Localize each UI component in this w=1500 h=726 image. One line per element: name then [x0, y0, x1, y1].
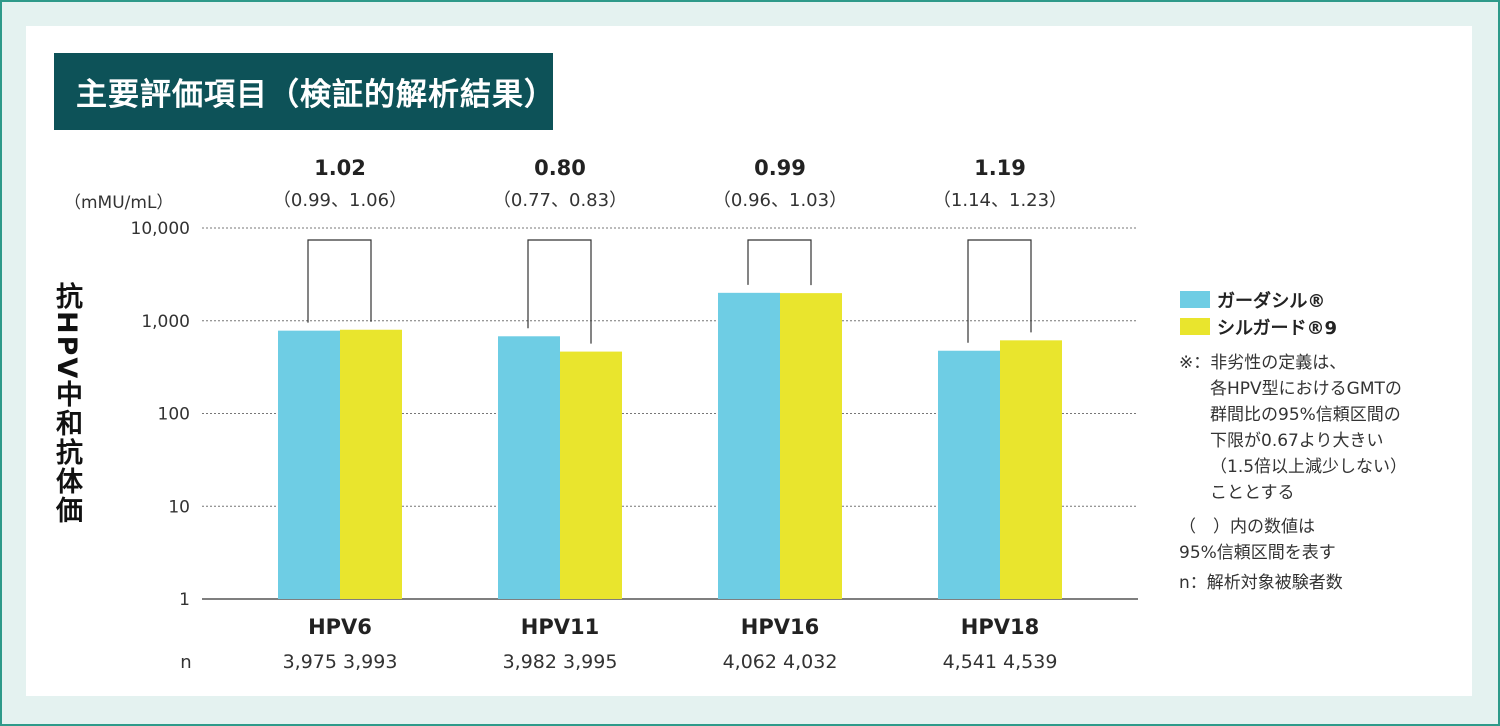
- footnotes: ※：非劣性の定義は、 各HPV型におけるGMTの 群間比の95%信頼区間の 下限…: [1179, 350, 1407, 596]
- note-ci-line: （ ）内の数値は: [1179, 517, 1315, 537]
- bar-gardasil-hpv18: [938, 350, 1000, 599]
- comparison-bracket: [967, 239, 1032, 343]
- ci-label: （0.99、1.06）: [273, 190, 407, 211]
- legend-item-gardasil: ガーダシル®: [1180, 286, 1337, 313]
- note-ci-line: 95%信頼区間を表す: [1179, 543, 1336, 563]
- y-axis-unit: （mMU/mL）: [64, 193, 174, 213]
- legend-swatch-gardasil: [1180, 291, 1210, 308]
- comparison-bracket: [747, 239, 812, 286]
- n-value-label: 3,975 3,993: [283, 651, 398, 673]
- note-definition-line: 群間比の95%信頼区間の: [1210, 405, 1401, 425]
- note-definition-line: （1.5倍以上減少しない）: [1210, 457, 1408, 477]
- bar-silgard9-hpv11: [560, 351, 622, 599]
- ci-label: （0.77、0.83）: [493, 190, 627, 211]
- y-tick-label: 1,000: [141, 312, 190, 332]
- note-definition-line: 下限が0.67より大きい: [1210, 431, 1384, 451]
- x-category-label: HPV18: [961, 615, 1039, 639]
- x-category-label: HPV11: [521, 615, 599, 639]
- chart-title: 主要評価項目（検証的解析結果）: [54, 53, 555, 130]
- ratio-label: 1.19: [974, 156, 1026, 180]
- ratio-label: 1.02: [314, 156, 366, 180]
- y-tick-label: 100: [158, 405, 190, 425]
- y-tick-label: 10: [168, 497, 190, 517]
- bar-silgard9-hpv16: [780, 293, 842, 599]
- n-row-label: n: [180, 652, 191, 673]
- y-axis-label: 抗HPV中和抗体価: [51, 282, 82, 526]
- n-value-label: 3,982 3,995: [503, 651, 618, 673]
- bar-silgard9-hpv18: [1000, 340, 1062, 599]
- bar-gardasil-hpv6: [278, 330, 340, 599]
- legend: ガーダシル® シルガード®9: [1180, 286, 1337, 340]
- ci-label: （0.96、1.03）: [713, 190, 847, 211]
- note-definition-line: こととする: [1210, 483, 1295, 503]
- ratio-label: 0.80: [534, 156, 586, 180]
- ratio-label: 0.99: [754, 156, 806, 180]
- comparison-bracket: [307, 239, 372, 323]
- bar-gardasil-hpv16: [718, 292, 780, 599]
- bar-silgard9-hpv6: [340, 329, 402, 599]
- note-definition-line: ※：非劣性の定義は、: [1179, 353, 1347, 373]
- n-value-label: 4,062 4,032: [723, 651, 838, 673]
- legend-label-gardasil: ガーダシル®: [1217, 290, 1326, 312]
- x-category-label: HPV16: [741, 615, 819, 639]
- y-tick-label: 10,000: [131, 219, 190, 239]
- bar-gardasil-hpv11: [498, 336, 560, 599]
- note-definition-line: 各HPV型におけるGMTの: [1210, 379, 1402, 399]
- x-category-label: HPV6: [308, 615, 372, 639]
- legend-swatch-silgard9: [1180, 318, 1210, 335]
- ci-label: （1.14、1.23）: [933, 190, 1067, 211]
- y-tick-label: 1: [179, 590, 190, 610]
- legend-label-silgard9: シルガード®9: [1217, 317, 1337, 339]
- comparison-bracket: [527, 239, 592, 344]
- legend-item-silgard9: シルガード®9: [1180, 313, 1337, 340]
- note-n: n：解析対象被験者数: [1179, 573, 1343, 593]
- n-value-label: 4,541 4,539: [943, 651, 1058, 673]
